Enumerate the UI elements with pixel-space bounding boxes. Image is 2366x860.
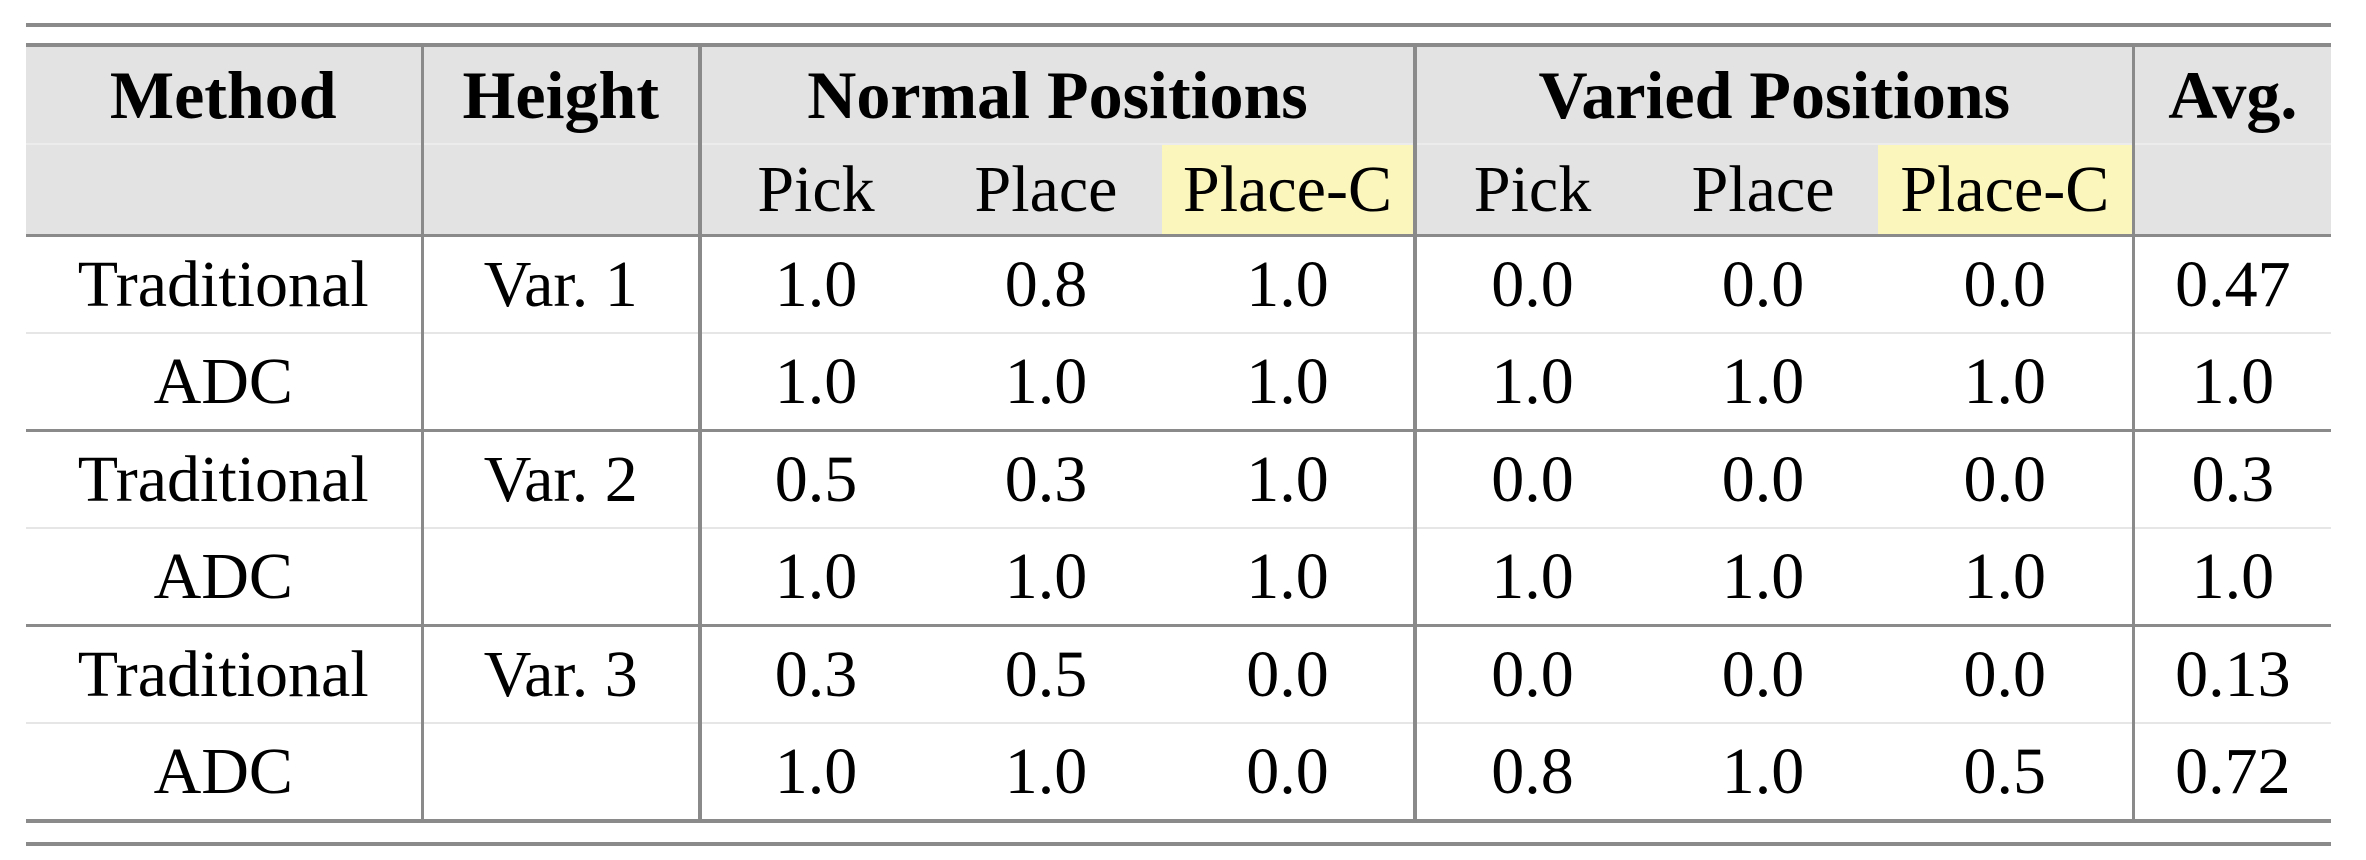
- table-row-var1-adc: ADC 1.0 1.0 1.0 1.0 1.0 1.0 1.0: [26, 333, 2332, 432]
- cell-normal-place: 0.5: [930, 625, 1162, 724]
- cell-varied-pick: 1.0: [1415, 528, 1649, 627]
- header-height-blank: [422, 144, 702, 237]
- table-top-rule-inner: [26, 43, 2331, 47]
- top-margin: [0, 0, 2366, 23]
- cell-avg: 0.72: [2133, 723, 2332, 823]
- cell-varied-pick: 1.0: [1415, 333, 1649, 432]
- table-row-var3-adc: ADC 1.0 1.0 0.0 0.8 1.0 0.5 0.72: [26, 723, 2332, 823]
- cell-method: ADC: [26, 528, 424, 627]
- cell-varied-pick: 0.0: [1415, 430, 1649, 529]
- subheader-normal-place: Place: [930, 144, 1162, 237]
- header-varied-positions: Varied Positions: [1415, 47, 2135, 145]
- cell-avg: 0.13: [2133, 625, 2332, 724]
- table-top-rule-outer: [26, 23, 2331, 27]
- cell-height: Var. 1: [422, 235, 702, 334]
- header-normal-positions: Normal Positions: [700, 47, 1418, 145]
- cell-varied-pick: 0.8: [1415, 723, 1649, 823]
- subheader-varied-place: Place: [1648, 144, 1879, 237]
- table-row-var1-traditional: Traditional Var. 1 1.0 0.8 1.0 0.0 0.0 0…: [26, 235, 2332, 334]
- header-height: Height: [422, 47, 702, 145]
- cell-avg: 0.3: [2133, 430, 2332, 529]
- subheader-varied-pick: Pick: [1415, 144, 1649, 237]
- cell-method: Traditional: [26, 625, 424, 724]
- table-row-var2-traditional: Traditional Var. 2 0.5 0.3 1.0 0.0 0.0 0…: [26, 430, 2332, 529]
- header-row-subcolumns: Pick Place Place-C Pick Place Place-C: [26, 144, 2332, 237]
- bottom-rule-gap: [0, 823, 2366, 842]
- cell-method: ADC: [26, 723, 424, 823]
- cell-normal-place: 0.3: [930, 430, 1162, 529]
- table-row-var2-adc: ADC 1.0 1.0 1.0 1.0 1.0 1.0 1.0: [26, 528, 2332, 627]
- subheader-normal-place-c: Place-C: [1162, 144, 1418, 237]
- cell-normal-place: 1.0: [930, 528, 1162, 627]
- cell-normal-pick: 0.3: [700, 625, 930, 724]
- top-rule-gap: [0, 27, 2366, 43]
- cell-varied-place: 0.0: [1648, 235, 1879, 334]
- cell-varied-pick: 0.0: [1415, 625, 1649, 724]
- header-avg-blank: [2133, 144, 2332, 237]
- cell-method: Traditional: [26, 430, 424, 529]
- cell-height: [422, 723, 702, 823]
- cell-avg: 0.47: [2133, 235, 2332, 334]
- cell-varied-place-c: 0.0: [1878, 625, 2135, 724]
- subheader-varied-place-c: Place-C: [1878, 144, 2135, 237]
- cell-varied-place: 0.0: [1648, 430, 1879, 529]
- cell-normal-place: 1.0: [930, 333, 1162, 432]
- cell-avg: 1.0: [2133, 333, 2332, 432]
- results-table: Method Height Normal Positions Varied Po…: [26, 47, 2332, 823]
- cell-normal-place-c: 1.0: [1162, 528, 1418, 627]
- cell-varied-place-c: 1.0: [1878, 333, 2135, 432]
- cell-height: [422, 333, 702, 432]
- table-row-var3-traditional: Traditional Var. 3 0.3 0.5 0.0 0.0 0.0 0…: [26, 625, 2332, 724]
- cell-normal-pick: 0.5: [700, 430, 930, 529]
- cell-method: Traditional: [26, 235, 424, 334]
- cell-normal-place-c: 0.0: [1162, 723, 1418, 823]
- cell-normal-pick: 1.0: [700, 723, 930, 823]
- cell-varied-place: 1.0: [1648, 528, 1879, 627]
- cell-height: [422, 528, 702, 627]
- header-avg: Avg.: [2133, 47, 2332, 145]
- cell-height: Var. 3: [422, 625, 702, 724]
- cell-normal-place: 0.8: [930, 235, 1162, 334]
- cell-varied-place: 1.0: [1648, 723, 1879, 823]
- cell-height: Var. 2: [422, 430, 702, 529]
- cell-normal-pick: 1.0: [700, 235, 930, 334]
- cell-varied-place: 1.0: [1648, 333, 1879, 432]
- subheader-normal-pick: Pick: [700, 144, 930, 237]
- cell-normal-place-c: 1.0: [1162, 235, 1418, 334]
- cell-normal-pick: 1.0: [700, 528, 930, 627]
- cell-normal-place-c: 1.0: [1162, 333, 1418, 432]
- cell-varied-pick: 0.0: [1415, 235, 1649, 334]
- cell-normal-pick: 1.0: [700, 333, 930, 432]
- cell-avg: 1.0: [2133, 528, 2332, 627]
- header-method-blank: [26, 144, 424, 237]
- cell-varied-place: 0.0: [1648, 625, 1879, 724]
- cell-method: ADC: [26, 333, 424, 432]
- cell-normal-place-c: 0.0: [1162, 625, 1418, 724]
- cell-varied-place-c: 0.0: [1878, 430, 2135, 529]
- cell-normal-place-c: 1.0: [1162, 430, 1418, 529]
- table-bottom-rule-outer: [26, 842, 2331, 846]
- header-method: Method: [26, 47, 424, 145]
- header-row-groups: Method Height Normal Positions Varied Po…: [26, 47, 2332, 145]
- cell-varied-place-c: 0.0: [1878, 235, 2135, 334]
- cell-varied-place-c: 1.0: [1878, 528, 2135, 627]
- cell-normal-place: 1.0: [930, 723, 1162, 823]
- cell-varied-place-c: 0.5: [1878, 723, 2135, 823]
